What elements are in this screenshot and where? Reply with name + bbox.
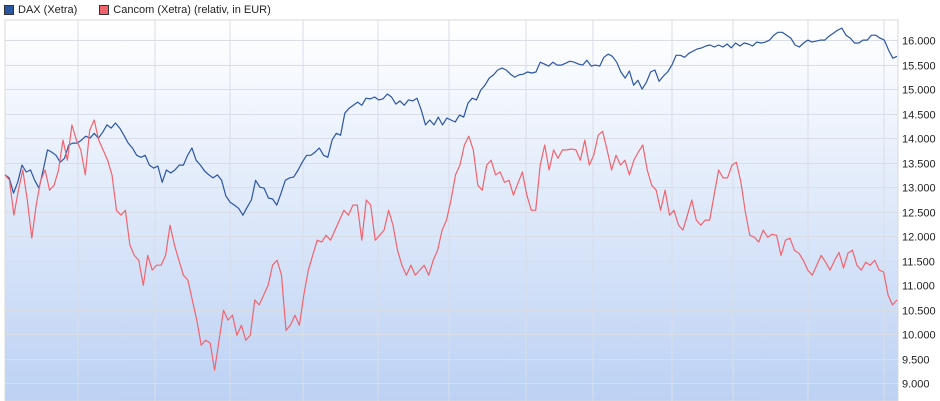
legend-label-dax: DAX (Xetra) [18,4,78,16]
y-tick-label: 14.500 [902,110,936,122]
y-tick-label: 13.000 [902,183,936,195]
y-tick-label: 13.500 [902,159,936,171]
y-tick-label: 15.000 [902,85,936,97]
plot-area [4,19,899,401]
y-tick-label: 12.000 [902,232,936,244]
legend-item-dax: DAX (Xetra) [4,4,77,16]
y-tick-label: 15.500 [902,61,936,73]
y-tick-label: 9.000 [902,379,930,391]
y-tick-label: 11.000 [902,281,935,293]
y-tick-label: 10.500 [902,306,936,318]
y-tick-label: 9.500 [902,355,930,367]
y-tick-label: 10.000 [902,330,936,342]
y-tick-label: 16.000 [902,36,936,48]
series-line-dax [4,27,898,216]
legend-label-cancom: Cancom (Xetra) (relativ, in EUR) [113,4,271,16]
y-tick-label: 12.500 [902,208,936,220]
legend-swatch-dax [4,5,14,15]
chart-legend: DAX (Xetra) Cancom (Xetra) (relativ, in … [4,4,271,16]
series-line-cancom [4,119,898,371]
legend-item-cancom: Cancom (Xetra) (relativ, in EUR) [99,4,271,16]
y-tick-label: 11.500 [902,257,935,269]
legend-swatch-cancom [99,5,110,15]
y-tick-label: 14.000 [902,134,936,146]
